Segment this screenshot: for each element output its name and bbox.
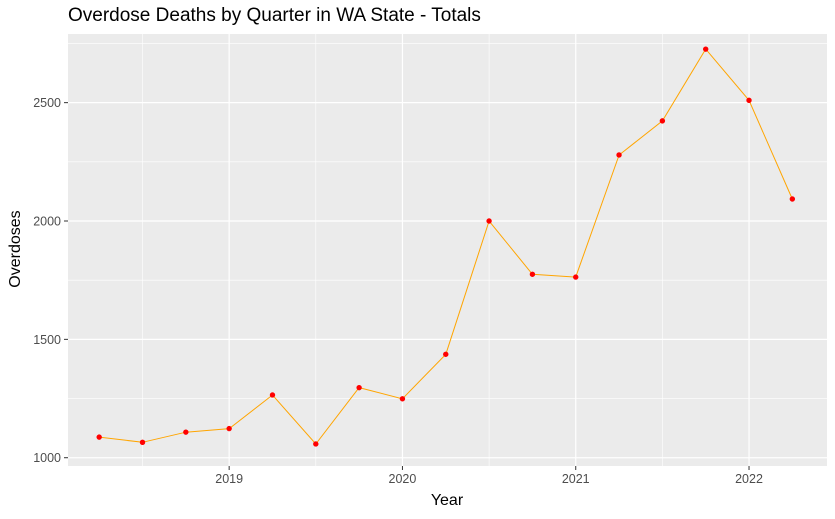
data-point <box>573 274 579 280</box>
y-tick-label: 1500 <box>33 333 61 347</box>
data-point <box>789 196 796 202</box>
data-point <box>313 441 319 447</box>
major-gridlines-x <box>228 34 750 466</box>
data-point <box>96 434 102 440</box>
data-point <box>356 384 362 391</box>
x-tick-label: 2019 <box>215 472 243 486</box>
y-tick-label: 1000 <box>33 451 61 465</box>
data-point <box>486 218 492 224</box>
x-axis-title: Year <box>431 492 464 509</box>
major-gridlines-y <box>68 102 827 459</box>
y-axis: 1000 1500 2000 2500 <box>33 96 68 465</box>
y-axis-title: Overdoses <box>7 210 24 287</box>
data-point <box>659 118 666 124</box>
data-point <box>399 396 406 402</box>
chart-title: Overdose Deaths by Quarter in WA State -… <box>68 5 481 26</box>
data-point <box>443 351 449 357</box>
plot-panel <box>68 34 827 466</box>
data-point <box>183 429 189 435</box>
data-point <box>702 46 709 52</box>
minor-gridlines-y <box>68 43 827 399</box>
data-point <box>269 392 276 398</box>
x-tick-label: 2022 <box>735 472 763 486</box>
x-tick-label: 2021 <box>562 472 590 486</box>
data-point <box>746 97 752 103</box>
y-tick-label: 2500 <box>33 96 61 110</box>
x-axis: 2019 2020 2021 2022 <box>215 466 763 486</box>
minor-gridlines-x <box>142 34 663 466</box>
data-point <box>226 425 232 432</box>
data-point <box>616 152 622 158</box>
data-point <box>139 439 146 446</box>
data-point <box>529 271 536 277</box>
data-points <box>96 46 796 447</box>
y-tick-label: 2000 <box>33 215 61 229</box>
x-tick-label: 2020 <box>389 472 417 486</box>
